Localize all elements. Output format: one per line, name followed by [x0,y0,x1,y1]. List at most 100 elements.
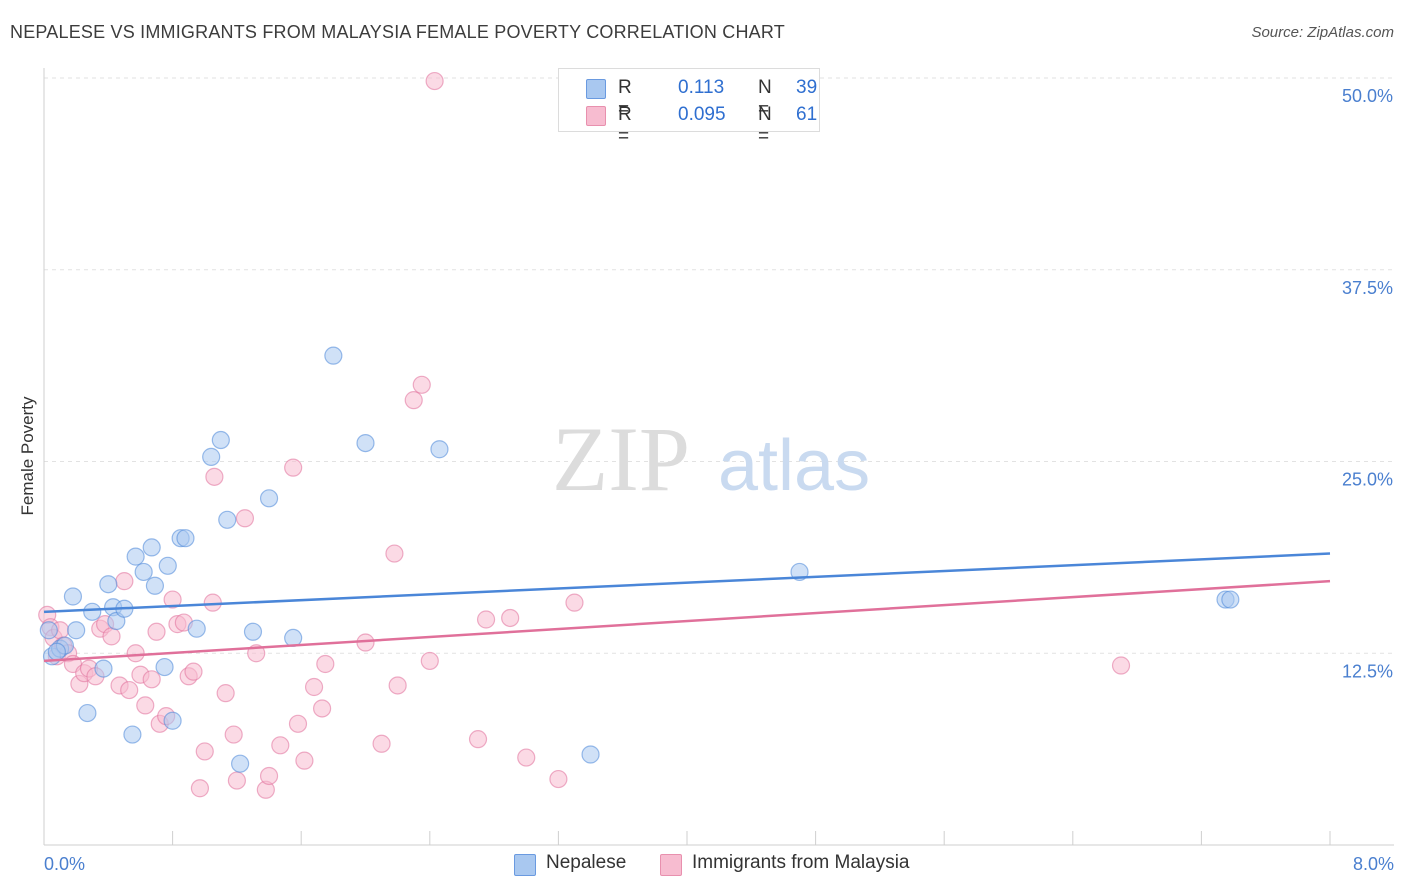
x-ticks [43,831,1331,845]
y-tick-label: 12.5% [1342,661,1393,681]
x-tick-label-max: 8.0% [1353,854,1394,874]
nepalese-point [83,602,102,621]
malaysia-point [259,766,279,786]
malaysia-point [501,608,520,628]
malaysia-point [388,676,407,695]
malaysia-point [184,662,203,681]
chart-title: NEPALESE VS IMMIGRANTS FROM MALAYSIA FEM… [10,22,785,42]
legend-n-label: N = [758,104,772,147]
bottom-legend-swatch-nepalese [514,854,536,876]
malaysia-point [517,748,536,767]
malaysia-point [385,544,404,563]
malaysia-point [372,734,391,753]
malaysia-point [468,730,488,749]
malaysia-point [102,627,121,646]
nepalese-point [187,619,206,638]
malaysia-point [190,779,210,798]
nepalese-point [123,725,142,744]
malaysia-point [420,651,439,671]
nepalese-point [356,433,375,453]
malaysia-point [412,375,431,394]
legend-r-value: 0.095 [678,104,726,125]
malaysia-point [404,391,423,410]
legend-swatch-nepalese [586,79,606,99]
source-label: Source: ZipAtlas.com [1251,24,1394,41]
nepalese-point [99,575,118,594]
malaysia-point [216,684,235,703]
y-tick-labels: 12.5% 25.0% 37.5% 50.0% [1342,86,1393,681]
nepalese-point [259,489,279,508]
nepalese-point [581,745,600,764]
malaysia-point [203,593,222,612]
series-malaysia-points [38,71,1131,799]
watermark-zip: ZIP [552,408,690,510]
bottom-legend-label-malaysia: Immigrants from Malaysia [692,852,910,873]
y-tick-label: 50.0% [1342,86,1393,106]
nepalese-point [155,657,174,677]
nepalese-point [63,587,83,606]
malaysia-point [235,509,255,528]
legend-r-label: R = [618,77,632,120]
malaysia-point [163,590,182,609]
malaysia-point [224,725,243,744]
nepalese-point [176,529,195,548]
malaysia-point [284,458,303,477]
nepalese-point [218,510,237,529]
malaysia-point [142,670,161,689]
nepalese-point [324,346,343,365]
malaysia-point [316,654,335,674]
nepalese-point [67,621,86,640]
malaysia-point [425,71,444,91]
malaysia-point [295,751,314,770]
bottom-legend-label-nepalese: Nepalese [546,852,627,873]
nepalese-point [39,621,58,640]
watermark-atlas: atlas [718,426,870,506]
nepalese-point [145,576,165,595]
stats-legend: R = 0.113 N = 39 R = 0.095 N = 61 [558,68,820,147]
malaysia-point [227,771,246,790]
y-tick-label: 25.0% [1342,470,1393,490]
malaysia-point [271,736,290,755]
nepalese-point [134,562,153,582]
malaysia-point [120,680,139,700]
nepalese-point [430,440,449,459]
y-axis-label: Female Poverty [18,396,37,516]
legend-swatch-malaysia [586,106,606,126]
nepalese-point [94,659,113,678]
series-nepalese-points [39,346,1240,773]
malaysia-point [205,467,224,486]
malaysia-point [304,677,324,697]
y-tick-label: 37.5% [1342,278,1393,298]
grid-lines [44,77,1394,654]
malaysia-point [136,696,155,715]
nepalese-point [126,547,145,566]
malaysia-point [195,742,214,761]
legend-n-value: 39 [796,77,818,98]
malaysia-point [312,699,332,718]
malaysia-point [147,622,166,641]
legend-r-value: 0.113 [678,77,725,98]
nepalese-point [231,754,250,773]
nepalese-point [158,556,177,575]
malaysia-trend-line [43,579,1331,663]
malaysia-point [115,572,134,591]
nepalese-point [211,430,230,450]
nepalese-point [78,703,97,723]
nepalese-point [202,447,221,466]
nepalese-point [1221,590,1240,609]
axes [43,68,1394,846]
malaysia-point [1111,656,1131,675]
malaysia-point [288,714,308,733]
malaysia-point [565,593,584,612]
nepalese-trend-line [43,552,1331,614]
legend-r-label: R = [618,104,632,147]
nepalese-point [163,711,182,730]
legend-n-value: 61 [796,104,818,125]
x-tick-label-min: 0.0% [44,854,85,874]
trend-lines [43,552,1331,663]
bottom-legend-swatch-malaysia [660,854,682,876]
malaysia-point [549,769,568,789]
nepalese-point [142,538,161,557]
nepalese-point [243,622,263,641]
